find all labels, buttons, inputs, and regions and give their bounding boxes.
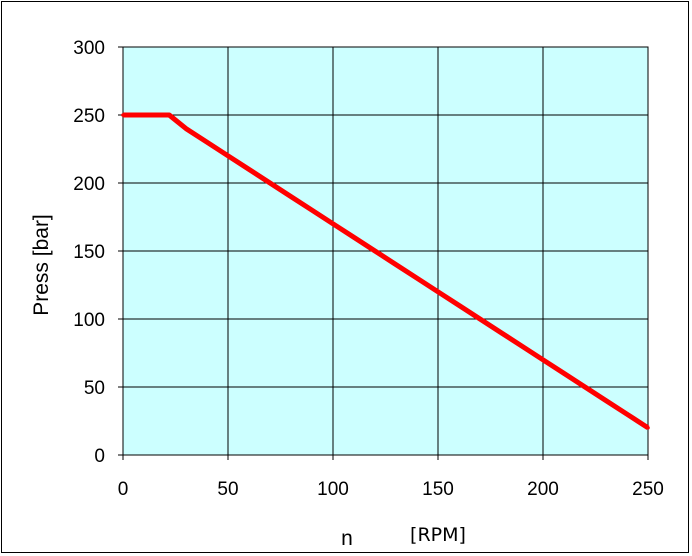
y-tick-label: 50 <box>84 378 105 399</box>
data-point <box>415 276 419 281</box>
data-point <box>520 344 524 349</box>
y-axis-title: Press [bar] <box>30 214 53 316</box>
x-axis-title: n <box>341 527 353 550</box>
data-point <box>562 371 566 376</box>
data-point <box>646 426 650 430</box>
data-point <box>394 262 398 267</box>
data-point <box>163 113 167 117</box>
data-point <box>436 290 440 294</box>
data-point <box>478 317 482 321</box>
data-point <box>625 412 629 417</box>
x-tick-label: 250 <box>632 479 664 500</box>
data-point <box>373 249 377 253</box>
data-point <box>583 385 587 389</box>
data-point <box>184 126 188 131</box>
data-point <box>457 303 461 308</box>
series-group <box>121 112 650 430</box>
tick-labels: 0 50 100 150 200 250 0 50 100 150 200 250 300 <box>73 38 664 500</box>
data-point <box>310 208 314 212</box>
data-point <box>352 235 356 240</box>
y-tick-label: 0 <box>94 446 105 467</box>
data-point <box>142 113 146 117</box>
x-tick-label: 150 <box>422 479 454 500</box>
data-point <box>289 194 293 199</box>
y-tick-label: 300 <box>73 38 105 59</box>
data-point <box>121 113 125 117</box>
y-tick-label: 250 <box>73 106 105 127</box>
data-point <box>167 113 171 117</box>
data-point <box>247 167 251 172</box>
y-tick-label: 200 <box>73 174 105 195</box>
data-point <box>331 222 335 226</box>
data-point <box>604 398 608 403</box>
y-tick-label: 100 <box>73 310 105 331</box>
x-tick-label: 0 <box>118 479 129 500</box>
data-point <box>268 181 272 185</box>
x-tick-label: 50 <box>217 479 238 500</box>
x-axis-unit: [RPM] <box>410 524 466 546</box>
data-point <box>226 154 230 158</box>
x-tick-label: 200 <box>527 479 559 500</box>
x-tick-label: 100 <box>317 479 349 500</box>
data-point <box>499 330 503 335</box>
y-tick-label: 150 <box>73 242 105 263</box>
data-point <box>205 140 209 144</box>
gridlines <box>118 46 649 460</box>
data-point <box>541 358 545 362</box>
